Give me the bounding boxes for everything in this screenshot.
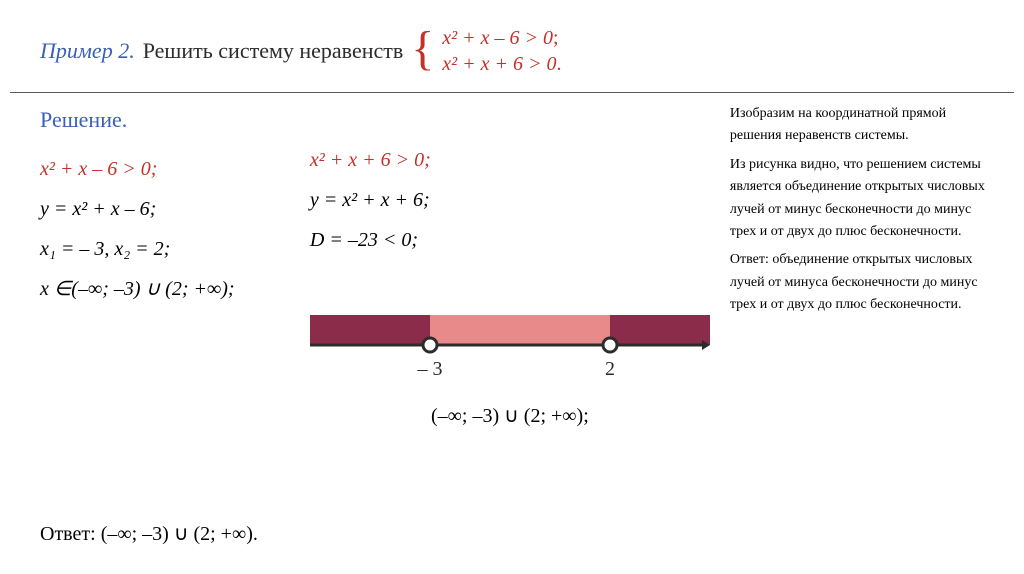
band-right — [610, 315, 710, 345]
answer-label: Ответ: — [40, 523, 96, 545]
mid-line-3: D = –23 < 0; — [310, 225, 710, 255]
band-left — [310, 315, 430, 345]
sidebar-p3: Ответ: объединение открытых числовых луч… — [730, 249, 999, 316]
column-left: Решение. x² + x – 6 > 0; y = x² + x – 6;… — [40, 103, 290, 431]
example-label: Пример 2. — [40, 38, 135, 64]
label-left: – 3 — [416, 358, 442, 380]
left-line-4: x ∈(–∞; –3) ∪ (2; +∞); — [40, 274, 290, 304]
content: Решение. x² + x – 6 > 0; y = x² + x – 6;… — [0, 93, 1024, 431]
mid-line-2: y = x² + x + 6; — [310, 185, 710, 215]
period: . — [557, 53, 562, 75]
number-line-svg: – 3 2 — [310, 305, 710, 395]
header: Пример 2. Решить систему неравенств { x²… — [0, 0, 1024, 92]
answer-value: (–∞; –3) ∪ (2; +∞). — [101, 523, 258, 545]
sidebar-p1: Изобразим на координатной прямой решения… — [730, 103, 999, 148]
semicolon: ; — [553, 27, 559, 49]
open-point-right — [603, 338, 617, 352]
label-right: 2 — [605, 358, 615, 380]
mid-line-1: x² + x + 6 > 0; — [310, 145, 710, 175]
inequality-system: x² + x – 6 > 0; x² + x + 6 > 0. — [442, 25, 561, 77]
column-middle: x² + x + 6 > 0; y = x² + x + 6; D = –23 … — [310, 103, 710, 431]
answer-row: Ответ: (–∞; –3) ∪ (2; +∞). — [40, 521, 258, 546]
solution-title: Решение. — [40, 103, 290, 136]
left-line-2: y = x² + x – 6; — [40, 194, 290, 224]
system-ineq-2: x² + x + 6 > 0 — [442, 53, 556, 75]
open-point-left — [423, 338, 437, 352]
band-middle — [430, 315, 610, 345]
system-ineq-1: x² + x – 6 > 0 — [442, 27, 553, 49]
left-line-1: x² + x – 6 > 0; — [40, 154, 290, 184]
column-right: Изобразим на координатной прямой решения… — [730, 103, 999, 431]
left-line-3: x₁ = – 3, x₂ = 2; — [40, 234, 290, 264]
interval-under-diagram: (–∞; –3) ∪ (2; +∞); — [310, 401, 710, 431]
prompt-text: Решить систему неравенств — [143, 38, 404, 64]
sidebar-p2: Из рисунка видно, что решением системы я… — [730, 154, 999, 244]
brace-icon: { — [411, 37, 434, 61]
number-line-diagram: – 3 2 (–∞; –3) ∪ (2; +∞); — [310, 305, 710, 431]
